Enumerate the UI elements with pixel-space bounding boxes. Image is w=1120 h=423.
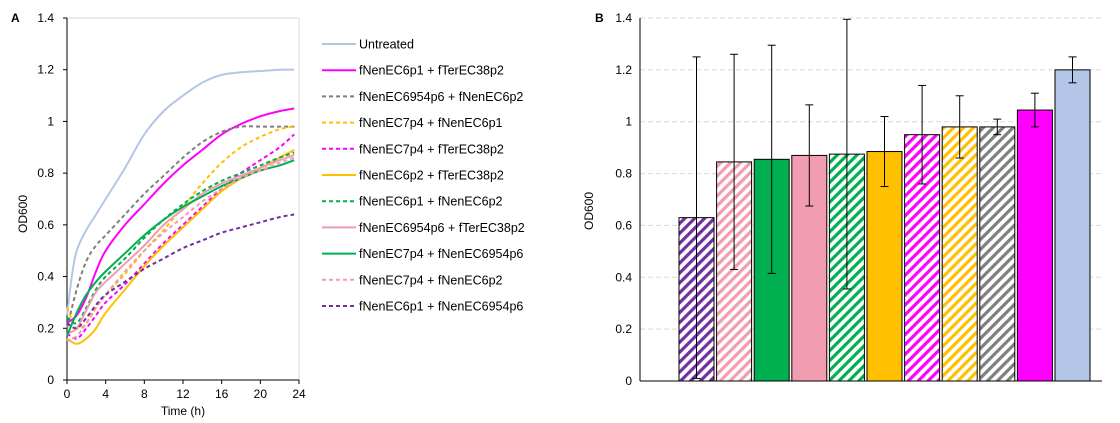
legend-label-9: fNenEC7p4 + fNenEC6954p6 <box>359 247 523 261</box>
bar-11 <box>1054 69 1091 382</box>
panel-b-plot-area: 0 0.2 0.4 0.6 0.8 1 1.2 1.4 <box>615 11 1102 388</box>
bar-10 <box>1016 109 1053 382</box>
legend-label-8: fNenEC6954p6 + fTerEC38p2 <box>359 221 525 235</box>
series-line-6 <box>66 149 295 345</box>
legend-label-3: fNenEC6954p6 + fNenEC6p2 <box>359 90 523 104</box>
bar-8 <box>941 126 978 382</box>
y-tick-label: 0.6 <box>615 218 632 232</box>
legend-label-4: fNenEC7p4 + fNenEC6p1 <box>359 116 503 130</box>
series-line-3 <box>66 125 295 329</box>
bar-9 <box>979 126 1016 382</box>
legend-label-11: fNenEC6p1 + fNenEC6954p6 <box>359 300 523 314</box>
y-tick-label: 0.8 <box>37 166 54 180</box>
y-tick-label: 0.4 <box>37 270 54 284</box>
series-line-5 <box>66 133 295 340</box>
y-tick-label: 0.6 <box>37 218 54 232</box>
panel-a-plot-area: 0 0.2 0.4 0.6 0.8 1 1.2 1.4 0 4 8 12 16 20 24 <box>37 11 306 401</box>
panel-a-x-axis-label: Time (h) <box>161 404 205 418</box>
legend-label-5: fNenEC7p4 + fTerEC38p2 <box>359 142 504 156</box>
panel-b-bar-chart: B OD600 0 0.2 0.4 0.6 0.8 1 1.2 1.4 <box>582 11 1102 388</box>
x-tick-label: 8 <box>141 387 148 401</box>
y-tick-label: 0.8 <box>615 167 632 181</box>
legend-label-1: Untreated <box>359 38 414 52</box>
panel-a-line-chart: A OD600 Time (h) 0 0.2 0.4 0.6 0.8 1 1.2 1.4 0 4 8… <box>11 11 525 418</box>
x-tick-label: 20 <box>254 387 268 401</box>
panel-a-legend: Untreated fNenEC6p1 + fTerEC38p2 fNenEC695… <box>322 38 525 314</box>
x-tick-label: 24 <box>292 387 306 401</box>
x-tick-label: 4 <box>102 387 109 401</box>
bar-6 <box>866 151 903 382</box>
series-line-11 <box>66 213 295 330</box>
y-tick-label: 0 <box>625 374 632 388</box>
y-tick-label: 0.2 <box>37 321 54 335</box>
x-tick-label: 0 <box>64 387 71 401</box>
series-line-8 <box>66 154 295 335</box>
panel-b-label: B <box>595 11 604 25</box>
legend-label-7: fNenEC6p1 + fNenEC6p2 <box>359 195 503 209</box>
y-tick-label: 1 <box>47 114 54 128</box>
x-tick-label: 16 <box>215 387 229 401</box>
y-tick-label: 1.2 <box>37 63 54 77</box>
panel-a-plot-border <box>66 17 300 381</box>
legend-label-10: fNenEC7p4 + fNenEC6p2 <box>359 273 503 287</box>
panel-b-y-axis-label: OD600 <box>582 192 596 230</box>
y-tick-label: 1.4 <box>615 11 632 25</box>
y-tick-label: 0.2 <box>615 322 632 336</box>
series-line-1 <box>66 68 295 316</box>
legend-label-6: fNenEC6p2 + fTerEC38p2 <box>359 169 504 183</box>
panel-a-y-axis-label: OD600 <box>16 195 30 233</box>
series-line-9 <box>66 159 295 337</box>
y-tick-label: 0.4 <box>615 270 632 284</box>
legend-label-2: fNenEC6p1 + fTerEC38p2 <box>359 64 504 78</box>
y-tick-label: 0 <box>47 373 54 387</box>
series-line-4 <box>66 125 295 331</box>
panel-a-label: A <box>11 11 20 25</box>
y-tick-label: 1.2 <box>615 63 632 77</box>
series-line-2 <box>66 107 295 324</box>
x-tick-label: 12 <box>176 387 190 401</box>
y-tick-label: 1.4 <box>37 11 54 25</box>
y-tick-label: 1 <box>625 115 632 129</box>
